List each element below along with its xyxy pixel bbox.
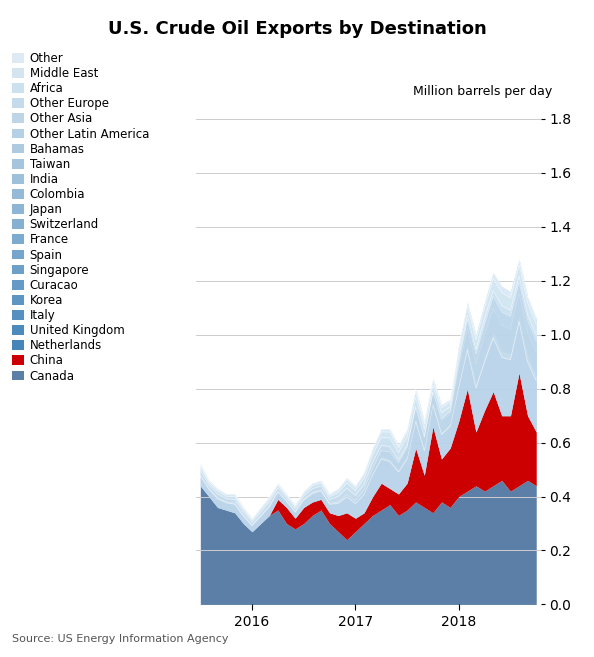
Legend: Other, Middle East, Africa, Other Europe, Other Asia, Other Latin America, Baham: Other, Middle East, Africa, Other Europe… <box>12 52 149 382</box>
Text: Source: US Energy Information Agency: Source: US Energy Information Agency <box>12 634 228 644</box>
Text: U.S. Crude Oil Exports by Destination: U.S. Crude Oil Exports by Destination <box>108 20 486 37</box>
Text: Million barrels per day: Million barrels per day <box>413 85 552 99</box>
